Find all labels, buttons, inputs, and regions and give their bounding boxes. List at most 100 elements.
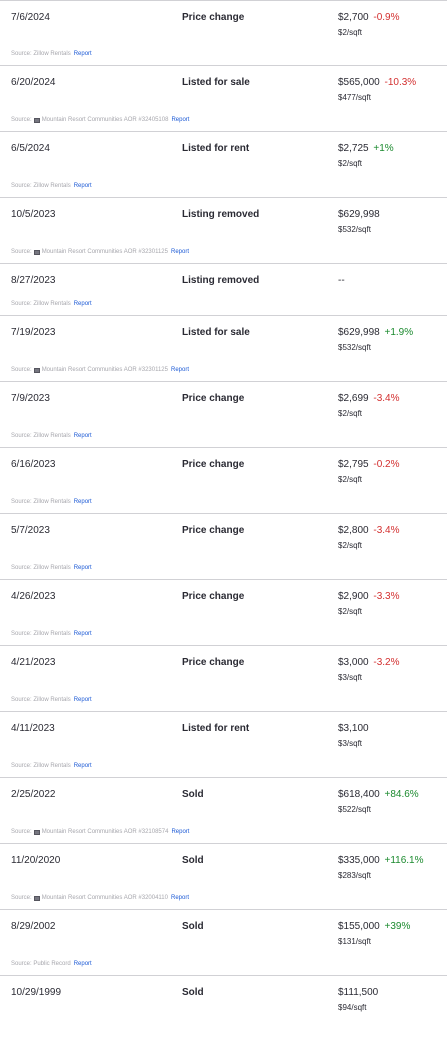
price-per-sqft: $532/sqft — [338, 225, 371, 234]
price-value: $618,400 — [338, 789, 380, 800]
report-link[interactable]: Report — [170, 895, 189, 901]
history-row: 6/5/2024 Listed for rent $2,725 +1% $2/s… — [0, 132, 447, 198]
history-date: 7/19/2023 — [11, 327, 56, 338]
history-row: 4/26/2023 Price change $2,900 -3.3% $2/s… — [0, 580, 447, 646]
report-link[interactable]: Report — [73, 499, 92, 505]
history-price: $335,000 +116.1% — [338, 855, 424, 866]
report-link[interactable]: Report — [73, 301, 92, 307]
price-value: $2,725 — [338, 143, 369, 154]
history-row: 5/7/2023 Price change $2,800 -3.4% $2/sq… — [0, 514, 447, 580]
source-label: Source: — [11, 117, 32, 123]
history-row: 8/29/2002 Sold $155,000 +39% $131/sqft S… — [0, 910, 447, 976]
history-price: $2,725 +1% — [338, 143, 394, 154]
history-date: 10/5/2023 — [11, 209, 56, 220]
history-date: 2/25/2022 — [11, 789, 56, 800]
price-per-sqft: $522/sqft — [338, 805, 371, 814]
price-per-sqft: $131/sqft — [338, 937, 371, 946]
history-event: Listed for rent — [182, 723, 250, 734]
history-date: 8/27/2023 — [11, 275, 56, 286]
history-source: Source: Public Record Report — [11, 961, 92, 967]
source-label: Source: — [11, 367, 32, 373]
price-value: $629,998 — [338, 209, 380, 220]
report-link[interactable]: Report — [171, 117, 190, 123]
source-text: Source: Zillow Rentals — [11, 301, 71, 307]
source-text: Mountain Resort Communities AOR #3230112… — [41, 249, 168, 255]
source-text: Source: Zillow Rentals — [11, 433, 71, 439]
history-price: $629,998 — [338, 209, 380, 220]
price-per-sqft: $2/sqft — [338, 159, 363, 168]
price-per-sqft: $3/sqft — [338, 739, 363, 748]
source-text: Source: Public Record — [11, 961, 71, 967]
history-source: Source: Zillow Rentals Report — [11, 565, 92, 571]
mls-logo-icon — [33, 895, 40, 901]
history-date: 4/26/2023 — [11, 591, 56, 602]
price-per-sqft: $94/sqft — [338, 1003, 367, 1012]
report-link[interactable]: Report — [73, 51, 92, 57]
history-date: 8/29/2002 — [11, 921, 56, 932]
source-text: Source: Zillow Rentals — [11, 183, 71, 189]
price-per-sqft: $532/sqft — [338, 343, 371, 352]
history-event: Sold — [182, 789, 204, 800]
history-date: 7/9/2023 — [11, 393, 50, 404]
history-event: Price change — [182, 459, 245, 470]
history-event: Price change — [182, 525, 245, 536]
price-value: $565,000 — [338, 77, 380, 88]
history-price: $3,100 — [338, 723, 369, 734]
source-text: Mountain Resort Communities AOR #3240510… — [41, 117, 169, 123]
report-link[interactable]: Report — [73, 763, 92, 769]
price-change: -3.4% — [373, 525, 400, 536]
price-per-sqft: $477/sqft — [338, 93, 371, 102]
history-row: 10/5/2023 Listing removed $629,998 $532/… — [0, 198, 447, 264]
price-change: -10.3% — [384, 77, 417, 88]
price-value: $2,795 — [338, 459, 369, 470]
source-text: Source: Zillow Rentals — [11, 565, 71, 571]
history-row: 4/21/2023 Price change $3,000 -3.2% $3/s… — [0, 646, 447, 712]
history-source: Source: Zillow Rentals Report — [11, 301, 92, 307]
mls-logo-icon — [33, 249, 40, 255]
history-source: Source: Zillow Rentals Report — [11, 183, 92, 189]
price-value: $155,000 — [338, 921, 380, 932]
history-event: Sold — [182, 855, 204, 866]
mls-logo-icon — [33, 117, 40, 123]
source-label: Source: — [11, 249, 32, 255]
history-row: 6/16/2023 Price change $2,795 -0.2% $2/s… — [0, 448, 447, 514]
price-change: +39% — [384, 921, 411, 932]
price-change: +1% — [373, 143, 394, 154]
history-source: Source: Zillow Rentals Report — [11, 499, 92, 505]
report-link[interactable]: Report — [73, 697, 92, 703]
price-value: $629,998 — [338, 327, 380, 338]
history-source: Source: Mountain Resort Communities AOR #… — [11, 367, 189, 373]
history-price: $2,800 -3.4% — [338, 525, 400, 536]
history-row: 2/25/2022 Sold $618,400 +84.6% $522/sqft… — [0, 778, 447, 844]
history-event: Listed for sale — [182, 327, 250, 338]
history-event: Listed for sale — [182, 77, 250, 88]
price-change: -3.4% — [373, 393, 400, 404]
history-price: $111,500 — [338, 987, 378, 998]
source-label: Source: — [11, 895, 32, 901]
price-value: $335,000 — [338, 855, 380, 866]
history-price: $3,000 -3.2% — [338, 657, 400, 668]
history-date: 5/7/2023 — [11, 525, 50, 536]
history-event: Listing removed — [182, 209, 260, 220]
report-link[interactable]: Report — [73, 433, 92, 439]
report-link[interactable]: Report — [73, 631, 92, 637]
history-price: $618,400 +84.6% — [338, 789, 419, 800]
price-value: $111,500 — [338, 987, 379, 998]
source-text: Source: Zillow Rentals — [11, 499, 71, 505]
report-link[interactable]: Report — [170, 249, 189, 255]
history-date: 4/11/2023 — [11, 723, 55, 734]
report-link[interactable]: Report — [170, 367, 189, 373]
history-date: 11/20/2020 — [11, 855, 61, 866]
report-link[interactable]: Report — [73, 565, 92, 571]
source-text: Mountain Resort Communities AOR #3210857… — [41, 829, 169, 835]
history-source: Source: Zillow Rentals Report — [11, 697, 92, 703]
history-price: $2,900 -3.3% — [338, 591, 400, 602]
report-link[interactable]: Report — [73, 183, 92, 189]
report-link[interactable]: Report — [73, 961, 92, 967]
report-link[interactable]: Report — [171, 829, 190, 835]
history-source: Source: Mountain Resort Communities AOR #… — [11, 829, 189, 835]
history-price: $629,998 +1.9% — [338, 327, 413, 338]
price-value: $2,699 — [338, 393, 369, 404]
history-event: Price change — [182, 591, 245, 602]
